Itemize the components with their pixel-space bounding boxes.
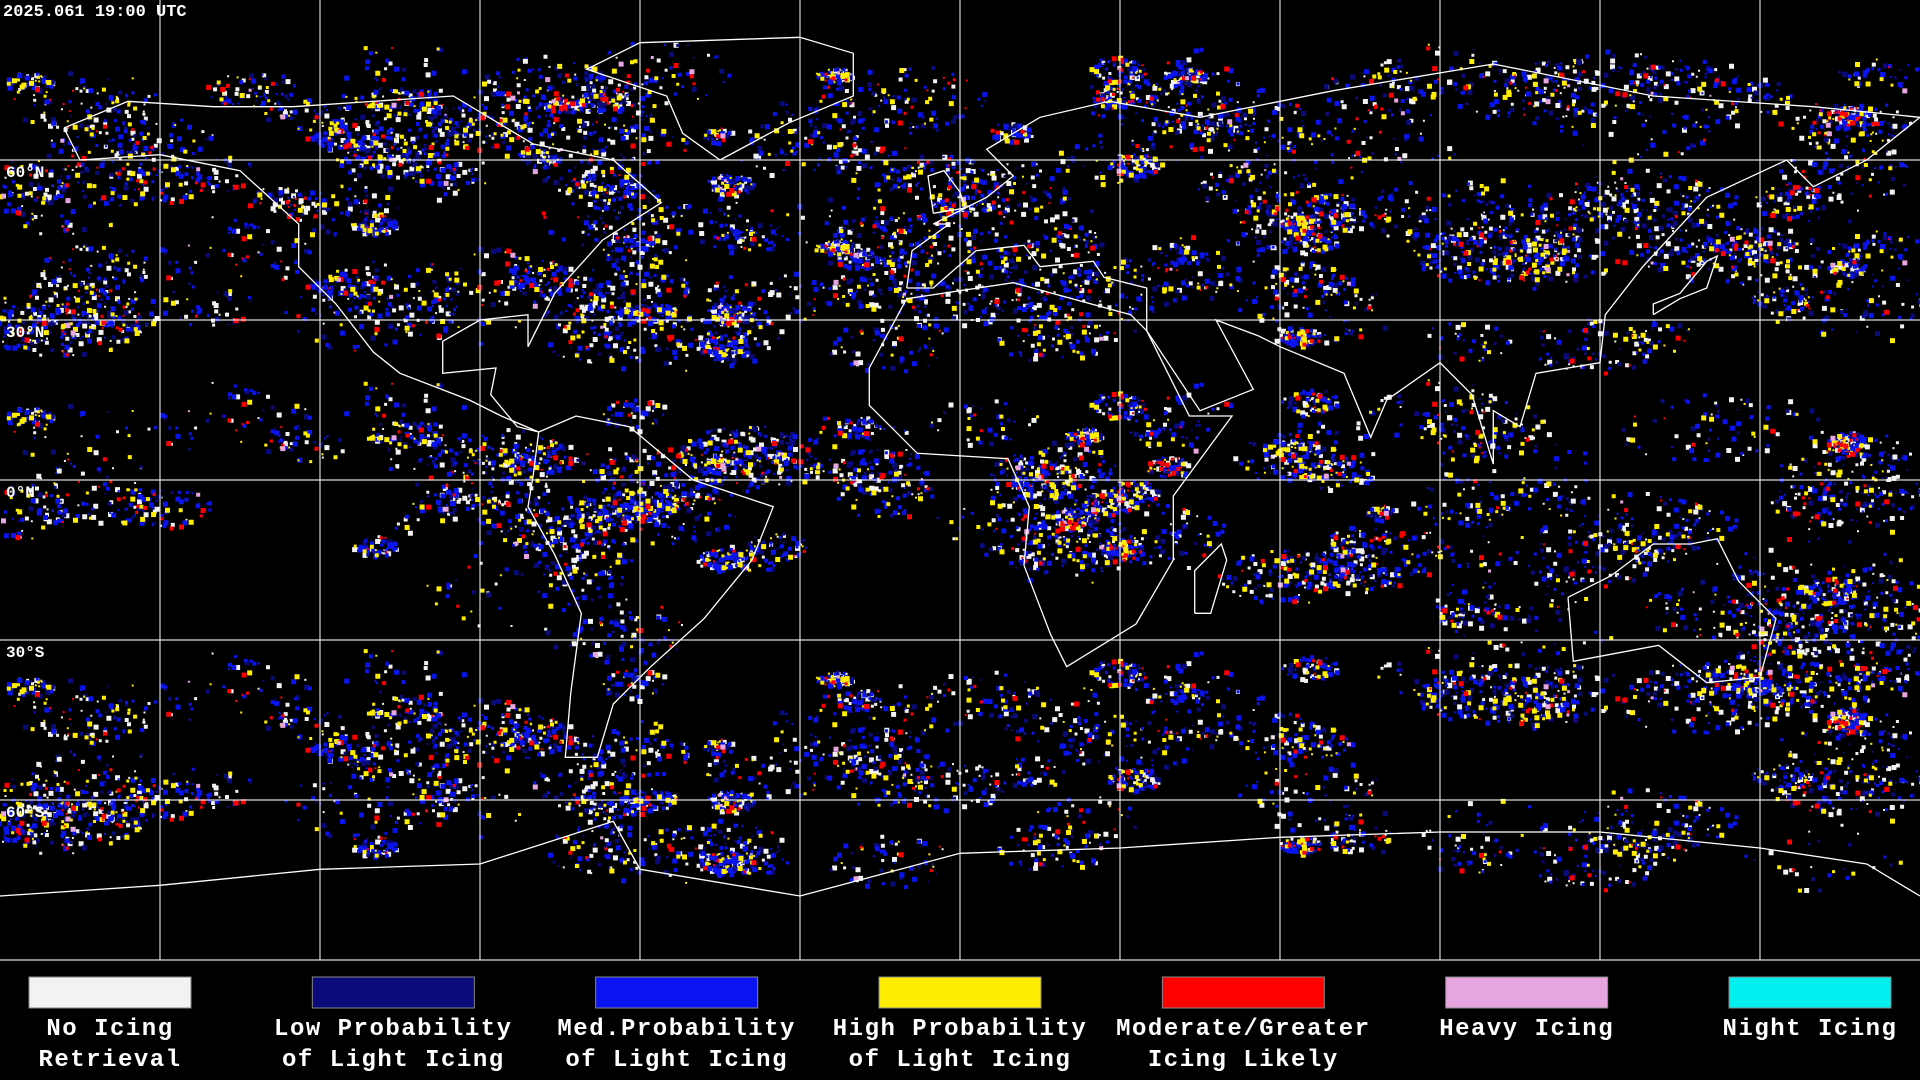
legend-label: No Icing <box>46 1016 173 1043</box>
legend-label: Moderate/Greater <box>1116 1016 1370 1043</box>
legend-label: of Light Icing <box>565 1047 788 1074</box>
legend-label: Icing Likely <box>1148 1047 1339 1074</box>
coastline <box>906 63 1920 465</box>
latitude-label: 60°N <box>6 164 44 182</box>
coastline <box>868 282 1234 668</box>
coastline <box>1567 537 1777 684</box>
latitude-label: 60°S <box>6 804 45 822</box>
legend-swatch <box>28 976 192 1009</box>
legend-label: Low Probability <box>274 1016 513 1043</box>
legend-swatch <box>1445 976 1609 1009</box>
coastline <box>527 415 775 758</box>
icing-speckle <box>3 43 1916 893</box>
legend-label: Retrieval <box>38 1047 181 1074</box>
legend-swatch <box>878 976 1042 1009</box>
legend: No Icing Retrieval Low Probability of Light… <box>28 976 1898 1074</box>
legend-swatch <box>595 976 759 1009</box>
icing-speckle <box>0 41 1920 889</box>
legend-label: Heavy Icing <box>1439 1016 1614 1043</box>
latitude-label: 30°S <box>6 644 45 662</box>
legend-label: Med.Probability <box>557 1016 796 1043</box>
coastline <box>1652 254 1719 316</box>
coastline <box>1194 542 1228 614</box>
legend-label: of Light Icing <box>849 1047 1072 1074</box>
coastline <box>585 36 854 161</box>
timestamp: 2025.061 19:00 UTC <box>3 3 187 22</box>
legend-label: of Light Icing <box>282 1047 505 1074</box>
legend-label: Night Icing <box>1723 1016 1898 1043</box>
graticule: 60°N 30°N 0°N 30°S 60°S <box>0 0 1920 960</box>
coastline <box>63 95 663 433</box>
legend-swatch <box>1161 976 1325 1009</box>
latitude-label: 0°N <box>6 484 35 502</box>
legend-swatch <box>1728 976 1892 1009</box>
legend-swatch <box>311 976 475 1009</box>
legend-label: High Probability <box>833 1016 1087 1043</box>
icing-field <box>0 41 1920 893</box>
latitude-label: 30°N <box>6 324 44 342</box>
